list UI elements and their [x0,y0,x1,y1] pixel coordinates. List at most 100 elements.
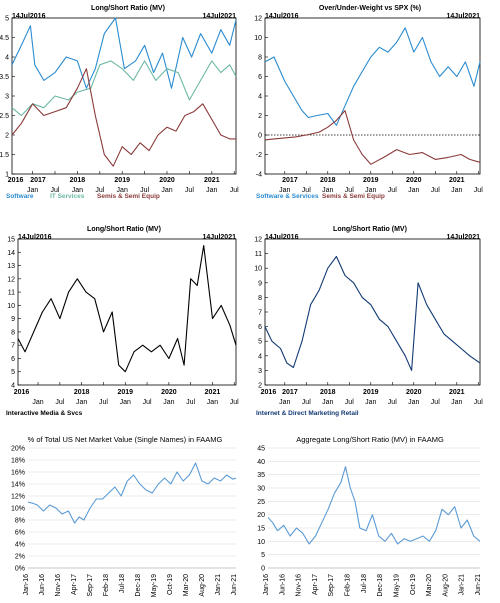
panel1-date-right: 14Jul2021 [203,13,237,20]
x-year-label: 2018 [74,389,90,396]
series-line-semis-semi-equip [11,68,236,167]
x-tick-label: Jun-16 [279,574,286,596]
x-month-label: Jan [365,187,376,194]
y-tick-label: 13 [7,263,15,270]
legend-interactive-media: Interactive Media & Svcs [6,410,83,417]
y-tick-label: 25 [257,499,265,506]
series-line-software-services [264,27,481,126]
y-tick-label: 5 [261,552,265,559]
y-tick-label: 2 [258,383,262,390]
y-tick-label: 7 [258,310,262,317]
x-tick-label: Feb-18 [103,574,110,596]
x-month-label: Jan [72,187,83,194]
y-tick-label: 20 [257,512,265,519]
y-tick-label: 10 [254,35,262,42]
y-tick-label: 6 [11,356,15,363]
x-year-label: 2020 [406,177,422,184]
y-tick-label: 8 [258,295,262,302]
x-year-label: 2016 [8,177,24,184]
y-tick-label: 45 [257,446,265,453]
x-month-label: Jul [388,187,397,194]
y-tick-label: 15 [7,237,15,244]
y-tick-label: 8% [15,518,25,525]
x-month-label: Jan [408,187,419,194]
x-tick-label: Aug-20 [442,574,449,597]
panel4-plot-frame [264,238,481,386]
x-year-label: 2020 [159,177,175,184]
x-month-label: Jul [230,399,239,406]
panel3-plot-frame [17,238,237,386]
x-month-label: Jul [55,399,64,406]
series-line-faamg [27,462,237,524]
y-tick-label: 18% [11,458,25,465]
x-tick-label: Jun-21 [231,574,238,596]
x-month-label: Jul [431,399,440,406]
panel-internet-retail-ls-ratio: Long/Short Ratio (MV) 14Jul2016 14Jul202… [254,226,483,417]
x-month-label: Jan [451,187,462,194]
x-year-label: 2021 [205,389,221,396]
y-tick-label: 12 [254,16,262,23]
x-month-label: Jul [345,187,354,194]
x-month-label: Jan [365,399,376,406]
x-year-label: 2019 [114,177,130,184]
y-tick-label: 1.5 [0,152,9,159]
panel-faamg-net-market-value: % of Total US Net Market Value (Single N… [11,435,238,597]
y-tick-label: -2 [256,152,262,159]
x-tick-label: Apr-17 [71,574,78,595]
panel-interactive-media-ls-ratio: Long/Short Ratio (MV) 14Jul2016 14Jul202… [6,226,239,417]
y-tick-label: 12% [11,494,25,501]
y-tick-label: 2% [15,554,25,561]
x-tick-label: Jul-18 [119,574,126,593]
x-month-label: Jul [95,187,104,194]
x-tick-label: Apr-17 [312,574,319,595]
series-line-internet-direct-marketing-retail [264,255,481,371]
y-tick-label: 15 [257,526,265,533]
y-tick-label: 1 [5,172,9,179]
y-tick-label: 0% [15,566,25,573]
x-month-label: Jan [408,399,419,406]
x-tick-label: Sep-17 [328,574,335,597]
x-year-label: 2018 [320,177,336,184]
x-year-label: 2019 [117,389,133,396]
x-month-label: Jul [140,187,149,194]
y-tick-label: 10 [7,303,15,310]
y-tick-label: 6% [15,530,25,537]
x-month-label: Jul [302,187,311,194]
y-tick-label: 10% [11,506,25,513]
x-year-label: 2016 [14,389,30,396]
legend-it-services: IT Services [50,193,85,200]
panel6-title: Aggregate Long/Short Ratio (MV) in FAAMG [296,435,444,444]
x-year-label: 2016 [261,389,277,396]
x-year-label: 2018 [320,389,336,396]
x-tick-label: Mar-20 [426,574,433,596]
x-year-label: 2020 [406,389,422,396]
y-tick-label: 0 [261,566,265,573]
x-tick-label: Mar-20 [183,574,190,596]
y-tick-label: 5 [258,339,262,346]
panel4-date-left: 14Jul2016 [265,234,299,241]
y-tick-label: -4 [256,172,262,179]
panel5-title: % of Total US Net Market Value (Single N… [28,435,223,444]
x-month-label: Jan [206,187,217,194]
x-year-label: 2019 [363,177,379,184]
x-month-label: Jul [99,399,108,406]
y-tick-label: 20% [11,446,25,453]
panel-faamg-aggregate-ls-ratio: Aggregate Long/Short Ratio (MV) in FAAMG… [257,435,482,597]
y-tick-label: 6 [258,324,262,331]
series-line-semis-semi-equip [264,110,481,165]
panel3-date-left: 14Jul2016 [18,234,52,241]
y-tick-label: 5 [5,16,9,23]
y-tick-label: 10 [257,539,265,546]
x-month-label: Jul [185,187,194,194]
x-month-label: Jan [32,399,43,406]
y-tick-label: 35 [257,472,265,479]
x-year-label: 2021 [204,177,220,184]
legend-semis: Semis & Semi Equip [97,193,160,200]
x-month-label: Jul [388,399,397,406]
y-tick-label: 4 [258,353,262,360]
x-tick-label: May-19 [151,574,158,597]
y-tick-label: 4.5 [0,35,9,42]
x-tick-label: May-19 [393,574,400,597]
panel3-date-right: 14Jul2021 [203,234,237,241]
